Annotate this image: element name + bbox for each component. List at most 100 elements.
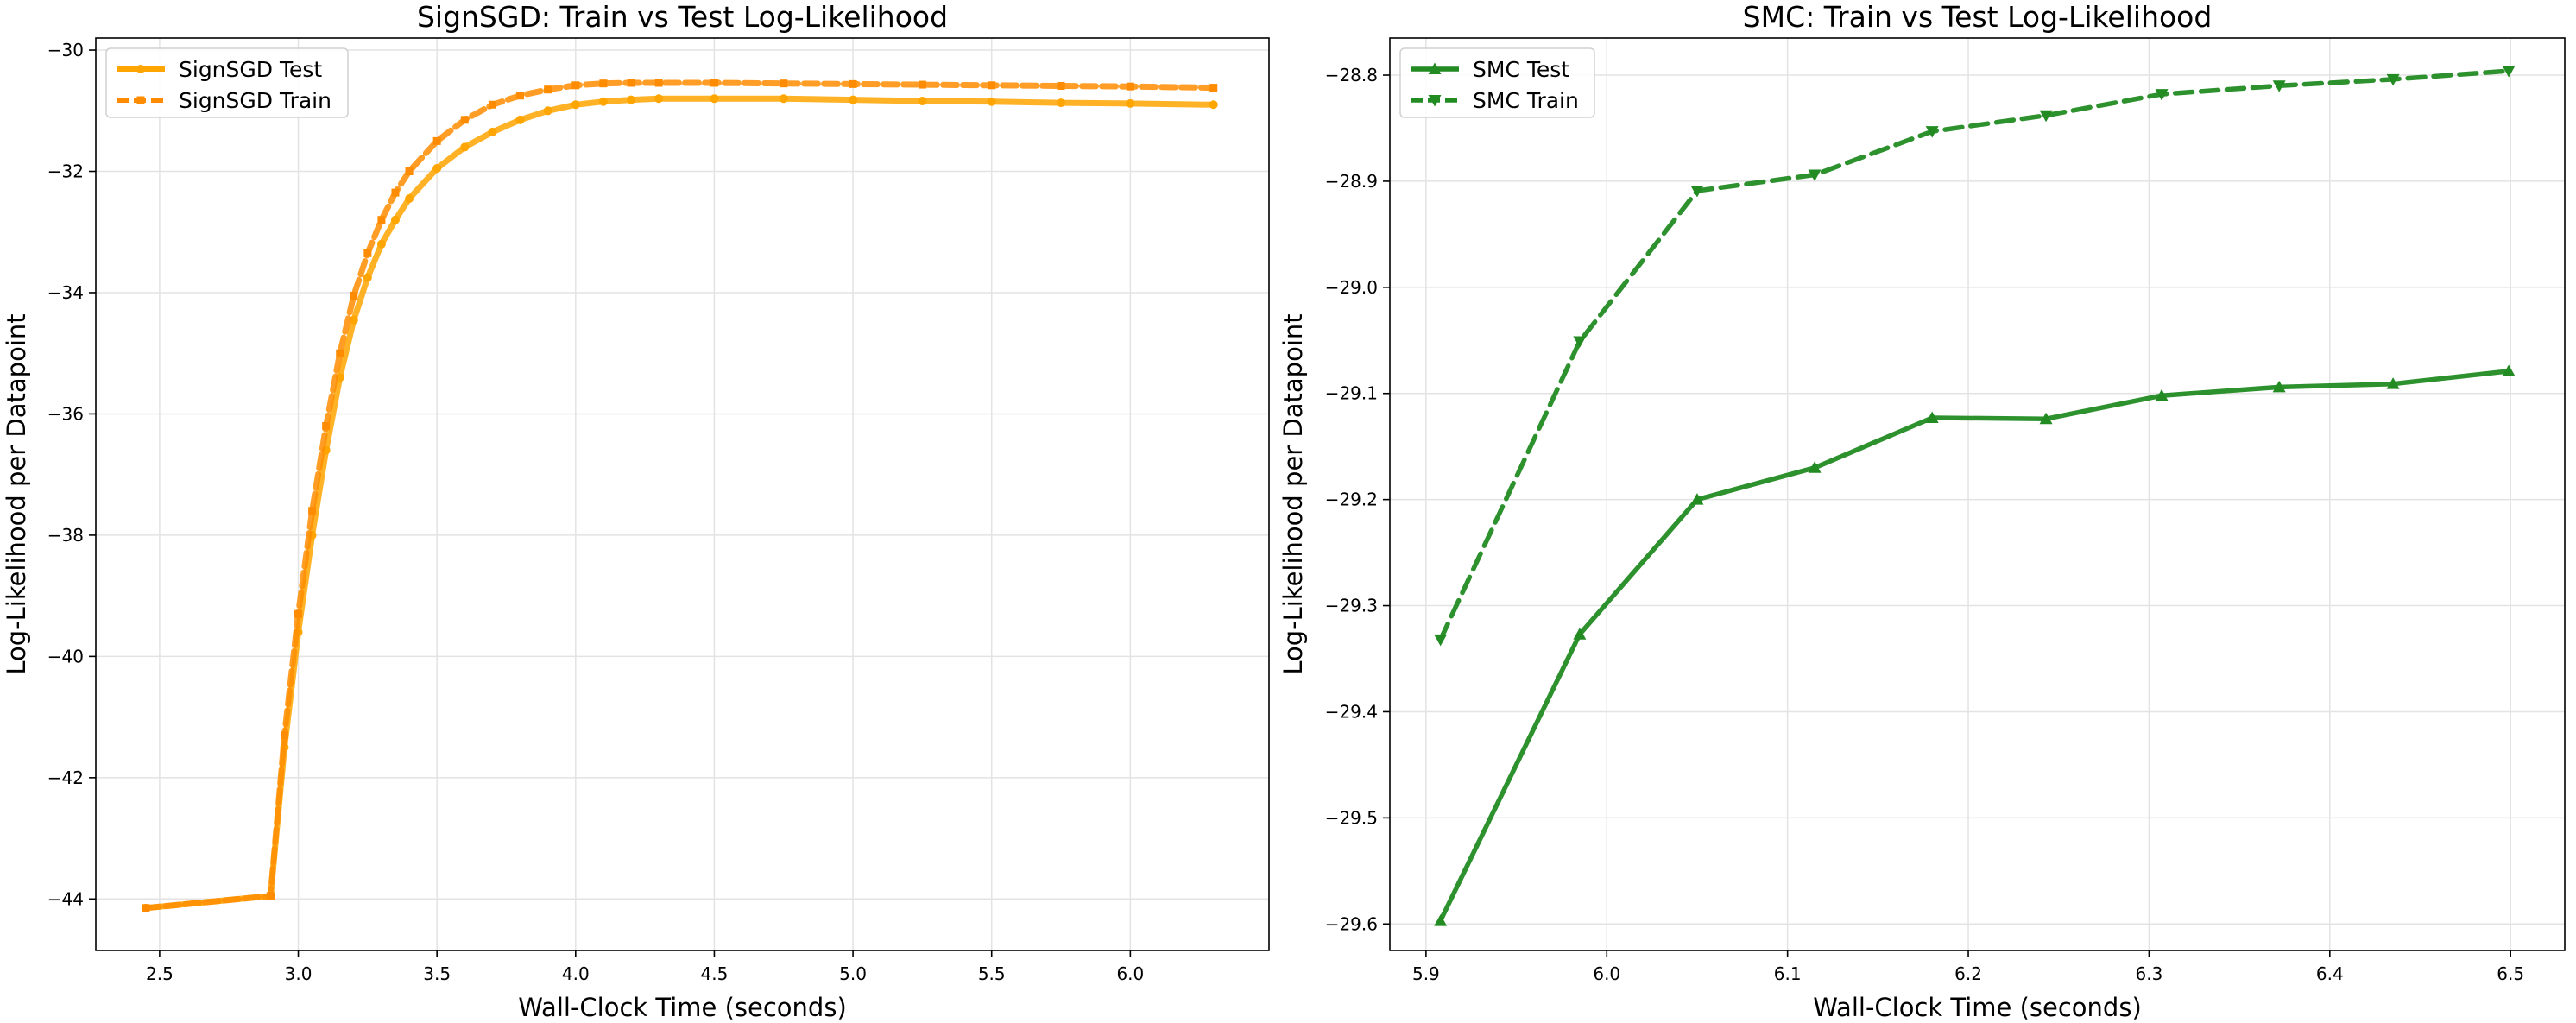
data-point — [1690, 493, 1704, 505]
data-point — [363, 273, 372, 282]
data-point — [405, 194, 414, 204]
data-point — [988, 81, 996, 90]
y-tick-label: −32 — [47, 161, 84, 182]
x-tick-label: 6.4 — [2316, 963, 2344, 984]
plot-frame — [95, 37, 1270, 951]
legend-label: SMC Train — [1473, 88, 1579, 113]
x-tick-label: 3.5 — [423, 963, 451, 984]
smc-series-2 — [1434, 66, 2516, 647]
data-point — [849, 79, 857, 88]
data-point — [654, 79, 663, 87]
y-tick-label: −29.1 — [1325, 383, 1378, 404]
data-point — [779, 94, 788, 104]
data-point — [654, 94, 664, 104]
legend: SignSGD Test SignSGD Train — [105, 47, 349, 118]
data-point — [2386, 377, 2400, 389]
data-point — [543, 106, 552, 116]
x-tick-label: 2.5 — [146, 963, 174, 984]
data-point — [571, 81, 580, 90]
data-point — [350, 291, 358, 300]
series-line — [1437, 68, 2511, 642]
data-point — [1808, 169, 1822, 182]
data-point — [1209, 84, 1218, 92]
y-tick-label: −42 — [47, 767, 84, 788]
data-point — [322, 421, 331, 430]
x-tick-label: 5.0 — [839, 963, 867, 984]
x-tick-label: 6.0 — [1116, 963, 1144, 984]
data-point — [390, 215, 400, 224]
y-axis-label: Log-Likelihood per Datapoint — [2, 313, 31, 674]
data-point — [432, 164, 442, 173]
x-tick-label: 4.0 — [562, 963, 590, 984]
x-tick-label: 6.2 — [1954, 963, 1982, 984]
data-point — [142, 904, 150, 912]
data-point — [2039, 110, 2053, 123]
data-point — [1690, 185, 1704, 198]
y-tick-label: −44 — [47, 888, 84, 909]
data-point — [1434, 634, 1448, 647]
data-point — [1434, 914, 1448, 926]
data-point — [376, 239, 386, 249]
data-point — [780, 79, 788, 88]
data-point — [2502, 364, 2516, 376]
x-tick-label: 5.5 — [978, 963, 1006, 984]
y-tick-label: −40 — [47, 646, 84, 666]
y-tick-label: −29.5 — [1325, 807, 1378, 828]
legend: SMC Test SMC Train — [1399, 47, 1595, 118]
y-tick-label: −38 — [47, 525, 84, 546]
data-point — [1573, 336, 1587, 349]
data-point — [918, 80, 926, 89]
data-point — [571, 100, 580, 110]
data-point — [1126, 98, 1135, 108]
x-tick-label: 4.5 — [701, 963, 729, 984]
data-point — [598, 97, 608, 106]
y-tick-label: −34 — [47, 282, 84, 303]
legend-label: SMC Test — [1473, 57, 1569, 82]
y-tick-label: −36 — [47, 403, 84, 424]
y-tick-label: −29.4 — [1325, 701, 1378, 722]
data-point — [2386, 73, 2400, 86]
data-point — [710, 79, 718, 87]
signsgd-chart: 2.5 3.0 3.5 4.0 4.5 5.0 5.5 6.0 −44 −42 −40 −38 −36 −… — [2, 0, 1270, 1022]
data-point — [849, 95, 858, 104]
data-point — [515, 115, 525, 124]
x-tick-label: 6.0 — [1593, 963, 1620, 984]
data-point — [266, 892, 275, 900]
data-point — [488, 100, 496, 109]
data-point — [1057, 98, 1066, 108]
data-point — [488, 127, 497, 136]
data-point — [460, 142, 470, 152]
legend-marker — [1428, 95, 1442, 107]
legend-marker — [136, 65, 145, 73]
data-point — [1126, 82, 1134, 91]
y-axis-label: Log-Likelihood per Datapoint — [1279, 313, 1308, 674]
data-point — [2502, 66, 2516, 78]
data-point — [405, 167, 414, 176]
data-point — [2039, 412, 2053, 425]
data-point — [627, 79, 635, 87]
y-tick-label: −29.0 — [1325, 277, 1378, 298]
data-point — [363, 249, 372, 257]
legend-label: SignSGD Train — [179, 88, 331, 113]
data-point — [336, 349, 344, 357]
data-point — [308, 507, 317, 515]
data-point — [294, 609, 303, 618]
y-tick-label: −30 — [47, 40, 84, 60]
legend-marker — [136, 96, 145, 104]
data-point — [2272, 380, 2286, 393]
data-point — [599, 79, 608, 88]
data-point — [918, 97, 927, 106]
data-point — [1057, 81, 1065, 90]
data-point — [2155, 89, 2169, 101]
y-tick-label: −29.2 — [1325, 489, 1378, 510]
data-point — [1925, 126, 1939, 138]
data-point — [987, 97, 996, 106]
y-tick-label: −29.6 — [1325, 913, 1378, 934]
smc-chart: 5.9 6.0 6.1 6.2 6.3 6.4 6.5 −29.6 −29.5 −29.4 −29.… — [1279, 0, 2566, 1022]
x-axis-label: Wall-Clock Time (seconds) — [518, 993, 847, 1022]
plot-frame — [1389, 37, 2566, 951]
x-tick-label: 5.9 — [1412, 963, 1440, 984]
data-point — [710, 94, 719, 104]
x-tick-label: 3.0 — [285, 963, 313, 984]
